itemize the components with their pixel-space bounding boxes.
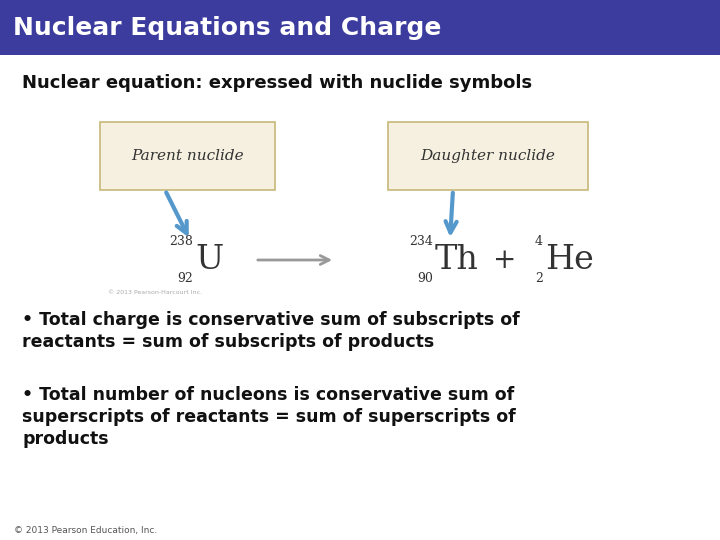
Text: superscripts of reactants = sum of superscripts of: superscripts of reactants = sum of super…	[22, 408, 516, 426]
Text: • Total charge is conservative sum of subscripts of: • Total charge is conservative sum of su…	[22, 311, 520, 329]
Text: Daughter nuclide: Daughter nuclide	[420, 149, 555, 163]
Text: 2: 2	[535, 272, 543, 285]
Text: U: U	[195, 244, 223, 276]
Text: 238: 238	[169, 235, 193, 248]
Text: © 2013 Pearson-Harcourt Inc.: © 2013 Pearson-Harcourt Inc.	[108, 289, 202, 294]
Text: Th: Th	[435, 244, 479, 276]
Text: He: He	[545, 244, 594, 276]
Text: 234: 234	[409, 235, 433, 248]
Text: products: products	[22, 430, 109, 448]
Text: reactants = sum of subscripts of products: reactants = sum of subscripts of product…	[22, 333, 434, 351]
Text: 90: 90	[417, 272, 433, 285]
Text: +: +	[493, 246, 517, 273]
Text: © 2013 Pearson Education, Inc.: © 2013 Pearson Education, Inc.	[14, 525, 157, 535]
FancyBboxPatch shape	[388, 122, 588, 190]
Text: Nuclear Equations and Charge: Nuclear Equations and Charge	[13, 16, 441, 39]
Text: Parent nuclide: Parent nuclide	[131, 149, 244, 163]
Text: 92: 92	[177, 272, 193, 285]
Text: • Total number of nucleons is conservative sum of: • Total number of nucleons is conservati…	[22, 386, 514, 404]
FancyBboxPatch shape	[100, 122, 275, 190]
Text: 4: 4	[535, 235, 543, 248]
Text: Nuclear equation: expressed with nuclide symbols: Nuclear equation: expressed with nuclide…	[22, 74, 532, 92]
